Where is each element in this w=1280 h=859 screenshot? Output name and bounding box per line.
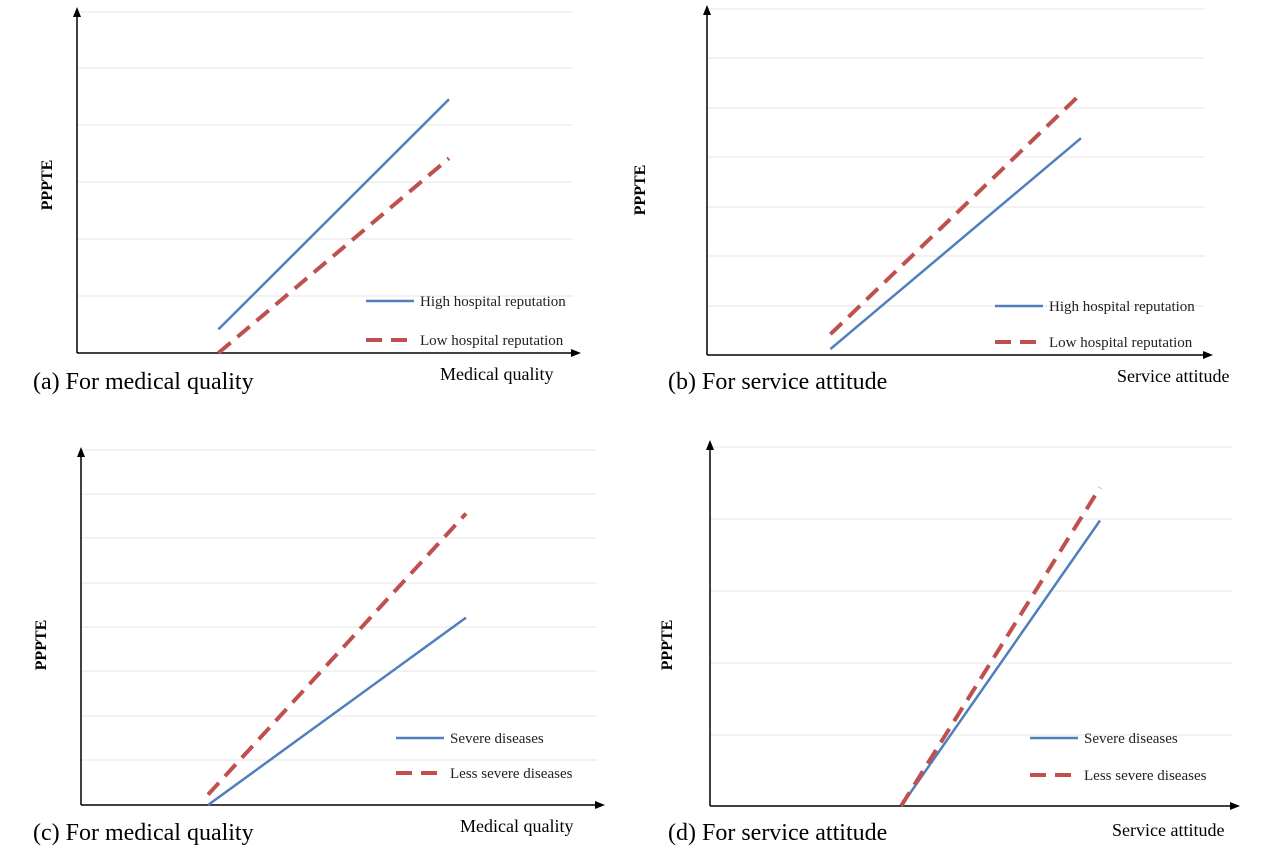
chart-panel-3: Severe diseases Less severe diseases Medic…: [33, 447, 605, 846]
series-line-solid: [207, 616, 467, 807]
x-axis-label: Medical quality: [440, 364, 553, 384]
chart-title: (c) For medical quality: [33, 820, 254, 846]
legend: High hospital reputation Low hospital rep…: [366, 294, 566, 349]
legend: Severe diseases Less severe diseases: [1030, 731, 1207, 784]
x-axis-arrow-icon: [1203, 351, 1213, 359]
series-line-solid: [829, 137, 1082, 351]
x-axis-label: Service attitude: [1112, 820, 1224, 840]
legend-label: Less severe diseases: [450, 766, 573, 782]
series-line-solid: [217, 98, 450, 331]
legend-label: Severe diseases: [450, 731, 544, 747]
chart-panel-2: High hospital reputation Low hospital rep…: [632, 5, 1229, 395]
y-axis-arrow-icon: [706, 440, 714, 450]
chart-panel-1: High hospital reputation Low hospital rep…: [33, 7, 581, 395]
x-axis-arrow-icon: [1230, 802, 1240, 810]
series-line-dashed: [206, 512, 468, 796]
y-axis-arrow-icon: [73, 7, 81, 17]
x-axis-arrow-icon: [595, 801, 605, 809]
series-line-dashed: [217, 156, 451, 355]
legend-label: High hospital reputation: [420, 294, 566, 310]
x-axis-arrow-icon: [571, 349, 581, 357]
legend: High hospital reputation Low hospital rep…: [995, 299, 1195, 351]
legend-label: Severe diseases: [1084, 731, 1178, 747]
legend-label: Less severe diseases: [1084, 768, 1207, 784]
series-line-dashed: [829, 92, 1083, 336]
legend: Severe diseases Less severe diseases: [396, 731, 573, 782]
y-axis-label: PPPTE: [659, 620, 676, 671]
series-line-dashed: [899, 486, 1102, 808]
y-axis-label: PPPTE: [39, 160, 56, 211]
chart-title: (a) For medical quality: [33, 369, 254, 395]
series-line-solid: [900, 519, 1102, 807]
chart-title: (d) For service attitude: [668, 820, 887, 846]
x-axis-label: Service attitude: [1117, 366, 1229, 386]
y-axis-label: PPPTE: [632, 165, 649, 216]
x-axis-label: Medical quality: [460, 816, 573, 836]
y-axis-label: PPPTE: [33, 620, 50, 671]
legend-label: Low hospital reputation: [1049, 335, 1193, 351]
legend-label: Low hospital reputation: [420, 333, 564, 349]
chart-title: (b) For service attitude: [668, 369, 887, 395]
chart-panel-4: Severe diseases Less severe diseases Servi…: [659, 440, 1240, 846]
y-axis-arrow-icon: [703, 5, 711, 15]
y-axis-arrow-icon: [77, 447, 85, 457]
legend-label: High hospital reputation: [1049, 299, 1195, 315]
